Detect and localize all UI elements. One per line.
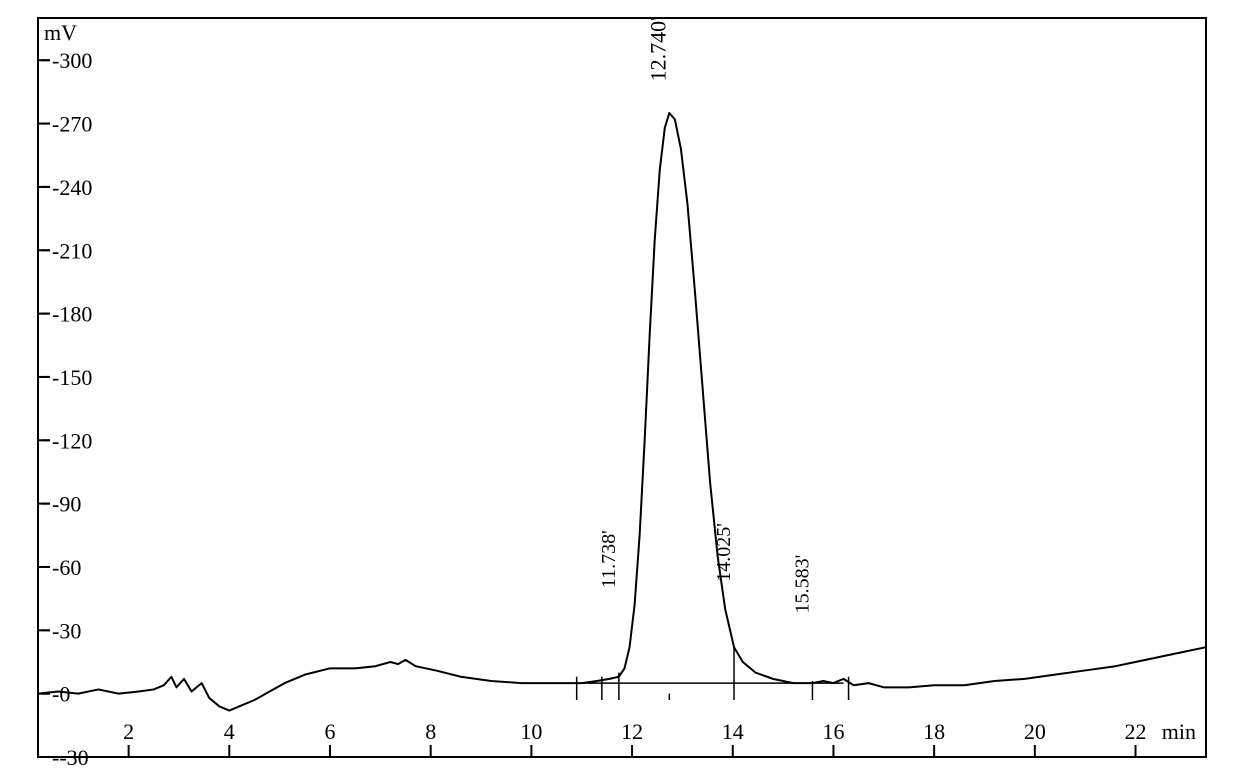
y-tick-label: -60 (52, 555, 81, 580)
chromatogram-chart: --30 -0 -30 -60 -90 -120 -150 -180 -210 -240 -270 -… (0, 0, 1240, 775)
y-tick-label: -270 (52, 112, 92, 137)
y-tick-label: -30 (52, 618, 81, 643)
plot-border (38, 18, 1206, 757)
x-tick-label: 18 (923, 719, 945, 744)
chromatogram-trace (38, 113, 1206, 711)
x-tick-label: 4 (224, 719, 235, 744)
y-tick-label: -240 (52, 175, 92, 200)
x-tick-label: 10 (520, 719, 542, 744)
x-tick-label: 6 (325, 719, 336, 744)
y-unit-label: mV (44, 20, 77, 45)
y-tick-label: --30 (52, 745, 89, 770)
x-tick-label: 20 (1024, 719, 1046, 744)
peak-label: 11.738' (598, 530, 620, 588)
peak-label: 14.025' (713, 523, 735, 582)
x-tick-label: 22 (1125, 719, 1147, 744)
x-tick-label: 12 (621, 719, 643, 744)
y-tick-label: -180 (52, 302, 92, 327)
y-tick-label: -210 (52, 238, 92, 263)
x-tick-label: 14 (722, 719, 744, 744)
chart-svg: --30 -0 -30 -60 -90 -120 -150 -180 -210 -240 -270 -… (0, 0, 1240, 775)
y-tick-label: -150 (52, 365, 92, 390)
y-tick-label: -120 (52, 428, 92, 453)
x-tick-label: 8 (425, 719, 436, 744)
x-tick-label: 16 (822, 719, 844, 744)
y-tick-label: -90 (52, 492, 81, 517)
peak-label: 15.583' (791, 555, 813, 614)
peak-label: 12.740' (645, 17, 670, 82)
x-tick-label: 2 (123, 719, 134, 744)
y-tick-label: -0 (52, 682, 70, 707)
x-unit-label: min (1162, 719, 1196, 744)
y-tick-label: -300 (52, 48, 92, 73)
